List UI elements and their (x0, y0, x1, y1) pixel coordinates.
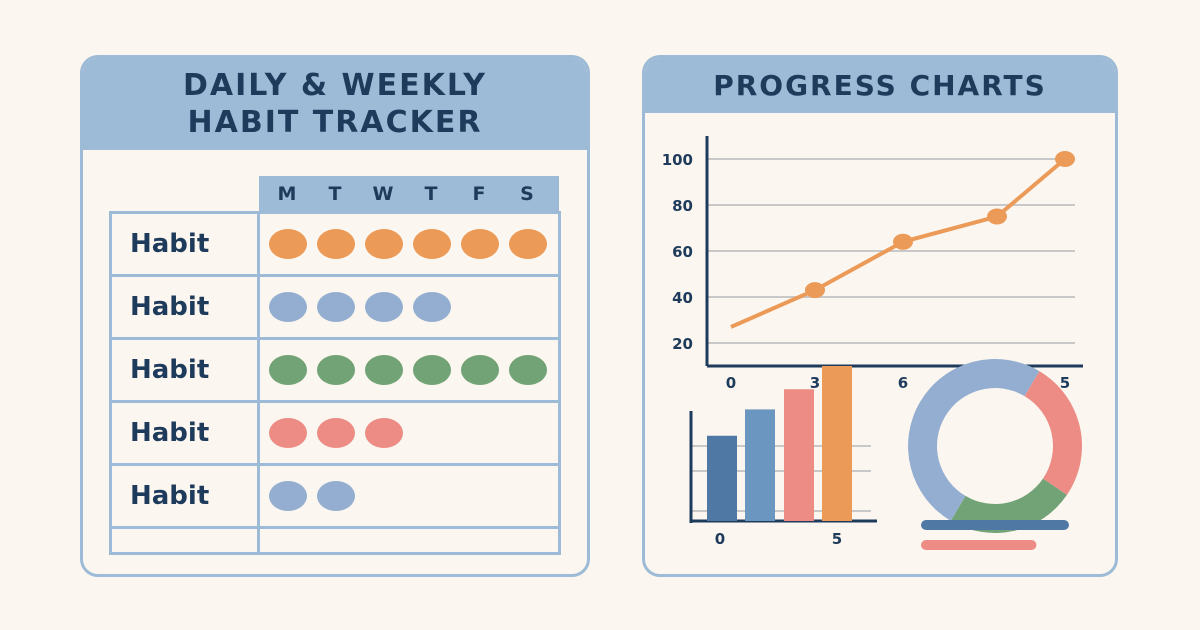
line-chart-y-tick: 80 (672, 197, 693, 215)
weekday-label: F (472, 183, 486, 205)
completed-day-dot[interactable] (413, 355, 451, 385)
habit-row: Habit (112, 403, 558, 466)
completed-day-dot[interactable] (269, 355, 307, 385)
donut-legend-bar (921, 520, 1069, 530)
line-chart-y-tick: 100 (662, 151, 693, 169)
habit-row-empty (112, 529, 558, 553)
progress-charts-card: PROGRESS CHARTS 204060801000365505 (642, 55, 1118, 577)
weekday-label: T (424, 183, 438, 205)
completed-day-dot[interactable] (461, 229, 499, 259)
completed-day-dot[interactable] (317, 481, 355, 511)
line-chart-point (893, 233, 913, 250)
completed-day-dot[interactable] (365, 292, 403, 322)
donut-slice (950, 478, 1067, 533)
bar-chart-bar (707, 435, 737, 521)
tracker-header: DAILY & WEEKLY HABIT TRACKER (83, 58, 587, 150)
habit-row: Habit (112, 277, 558, 340)
bar-chart-x-tick: 5 (832, 530, 842, 548)
completed-day-dot[interactable] (509, 355, 547, 385)
habit-row: Habit (112, 340, 558, 403)
bar-chart-bar (822, 366, 852, 521)
bar-chart-bar (784, 389, 814, 521)
line-chart-x-tick: 0 (726, 374, 736, 392)
completed-day-dot[interactable] (269, 418, 307, 448)
habit-label: Habit (112, 214, 260, 274)
line-chart-x-tick: 3 (810, 374, 820, 392)
weekday-header: M T W T F S (259, 176, 559, 212)
habit-table: Habit Habit Habit Habit Habit (109, 211, 561, 555)
bar-chart-x-tick: 0 (715, 530, 725, 548)
completed-day-dot[interactable] (365, 355, 403, 385)
progress-header: PROGRESS CHARTS (645, 58, 1115, 113)
bar-chart-bar (745, 409, 775, 521)
completed-day-dot[interactable] (461, 355, 499, 385)
habit-row: Habit (112, 214, 558, 277)
completed-day-dot[interactable] (413, 292, 451, 322)
completed-day-dot[interactable] (317, 292, 355, 322)
habit-dots (269, 466, 365, 526)
completed-day-dot[interactable] (317, 418, 355, 448)
completed-day-dot[interactable] (365, 229, 403, 259)
habit-tracker-card: DAILY & WEEKLY HABIT TRACKER M T W T F S… (80, 55, 590, 577)
habit-dots (269, 277, 461, 337)
weekday-label: M (277, 183, 297, 205)
completed-day-dot[interactable] (365, 418, 403, 448)
line-chart-point (1055, 151, 1075, 167)
charts-area: 204060801000365505 (662, 136, 1083, 550)
habit-dots (269, 403, 413, 463)
completed-day-dot[interactable] (269, 229, 307, 259)
habit-label: Habit (112, 340, 260, 400)
donut-legend-bar (921, 540, 1037, 550)
habit-label-empty (112, 529, 260, 553)
weekday-label: S (520, 183, 534, 205)
completed-day-dot[interactable] (317, 229, 355, 259)
completed-day-dot[interactable] (317, 355, 355, 385)
weekday-label: T (328, 183, 342, 205)
completed-day-dot[interactable] (269, 292, 307, 322)
completed-day-dot[interactable] (269, 481, 307, 511)
line-chart-point (987, 208, 1007, 225)
line-chart-x-tick: 6 (898, 374, 908, 392)
habit-dots (269, 214, 557, 274)
donut-slice (1024, 371, 1082, 495)
line-chart-x-tick: 5 (1060, 374, 1070, 392)
habit-label: Habit (112, 466, 260, 526)
completed-day-dot[interactable] (509, 229, 547, 259)
line-chart-y-tick: 60 (672, 243, 693, 261)
progress-title: PROGRESS CHARTS (713, 69, 1047, 102)
donut-slice (908, 359, 1040, 521)
habit-dots (269, 340, 557, 400)
line-chart-point (805, 282, 825, 299)
habit-row: Habit (112, 466, 558, 529)
tracker-title-line2: HABIT TRACKER (187, 105, 483, 140)
weekday-label: W (372, 183, 394, 205)
completed-day-dot[interactable] (413, 229, 451, 259)
line-chart-y-tick: 40 (672, 289, 693, 307)
line-chart-y-tick: 20 (672, 335, 693, 353)
habit-label: Habit (112, 403, 260, 463)
tracker-title-line1: DAILY & WEEKLY (183, 68, 487, 103)
habit-label: Habit (112, 277, 260, 337)
